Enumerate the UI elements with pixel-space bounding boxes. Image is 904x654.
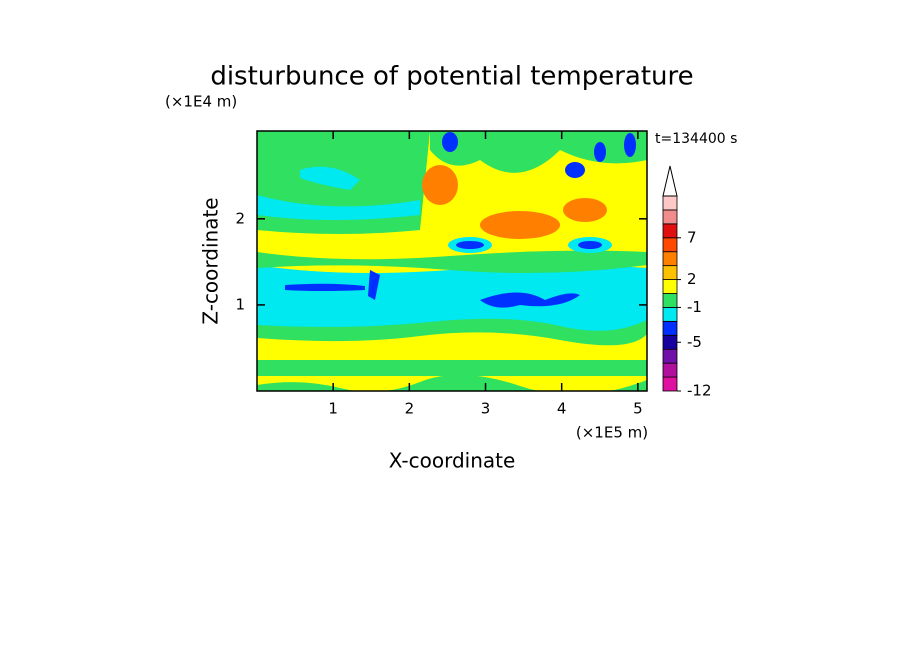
colorbar-tick-label: -5 xyxy=(687,333,702,351)
colorbar-swatch xyxy=(662,376,678,392)
colorbar-tick-label: -1 xyxy=(687,298,702,316)
x-tick-label: 5 xyxy=(633,400,643,418)
y-axis-label: Z-coordinate xyxy=(199,197,223,324)
colorbar-swatch xyxy=(662,195,678,211)
colorbar-tick-label: 7 xyxy=(687,228,697,246)
colorbar-swatch xyxy=(662,265,678,280)
y-unit-label: (×1E4 m) xyxy=(165,93,237,111)
colorbar-swatch xyxy=(662,362,678,378)
x-tick-label: 4 xyxy=(557,400,567,418)
colorbar-swatch xyxy=(662,237,678,253)
x-tick-label: 2 xyxy=(405,400,415,418)
y-tick-label: 1 xyxy=(235,295,245,313)
colorbar-extension xyxy=(662,165,678,197)
colorbar-swatch xyxy=(662,279,678,294)
colorbar-tick-label: 2 xyxy=(687,270,697,288)
colorbar-tick-label: -12 xyxy=(687,382,712,400)
x-axis-label: X-coordinate xyxy=(389,449,516,473)
y-tick-label: 2 xyxy=(235,209,245,227)
colorbar-swatch xyxy=(662,320,678,336)
colorbar-swatch xyxy=(662,348,678,364)
x-unit-label: (×1E5 m) xyxy=(576,424,648,442)
x-tick-label: 3 xyxy=(481,400,491,418)
time-annotation: t=134400 s xyxy=(655,131,737,147)
colorbar-swatch xyxy=(662,293,678,308)
colorbar-swatch xyxy=(662,223,678,239)
colorbar-swatch xyxy=(662,307,678,322)
contour-field xyxy=(257,131,647,391)
plot-frame xyxy=(256,130,648,392)
colorbar-swatch xyxy=(662,209,678,225)
x-tick-label: 1 xyxy=(328,400,338,418)
chart-title: disturbunce of potential temperature xyxy=(210,62,693,92)
colorbar-swatch xyxy=(662,334,678,350)
colorbar-swatch xyxy=(662,251,678,267)
